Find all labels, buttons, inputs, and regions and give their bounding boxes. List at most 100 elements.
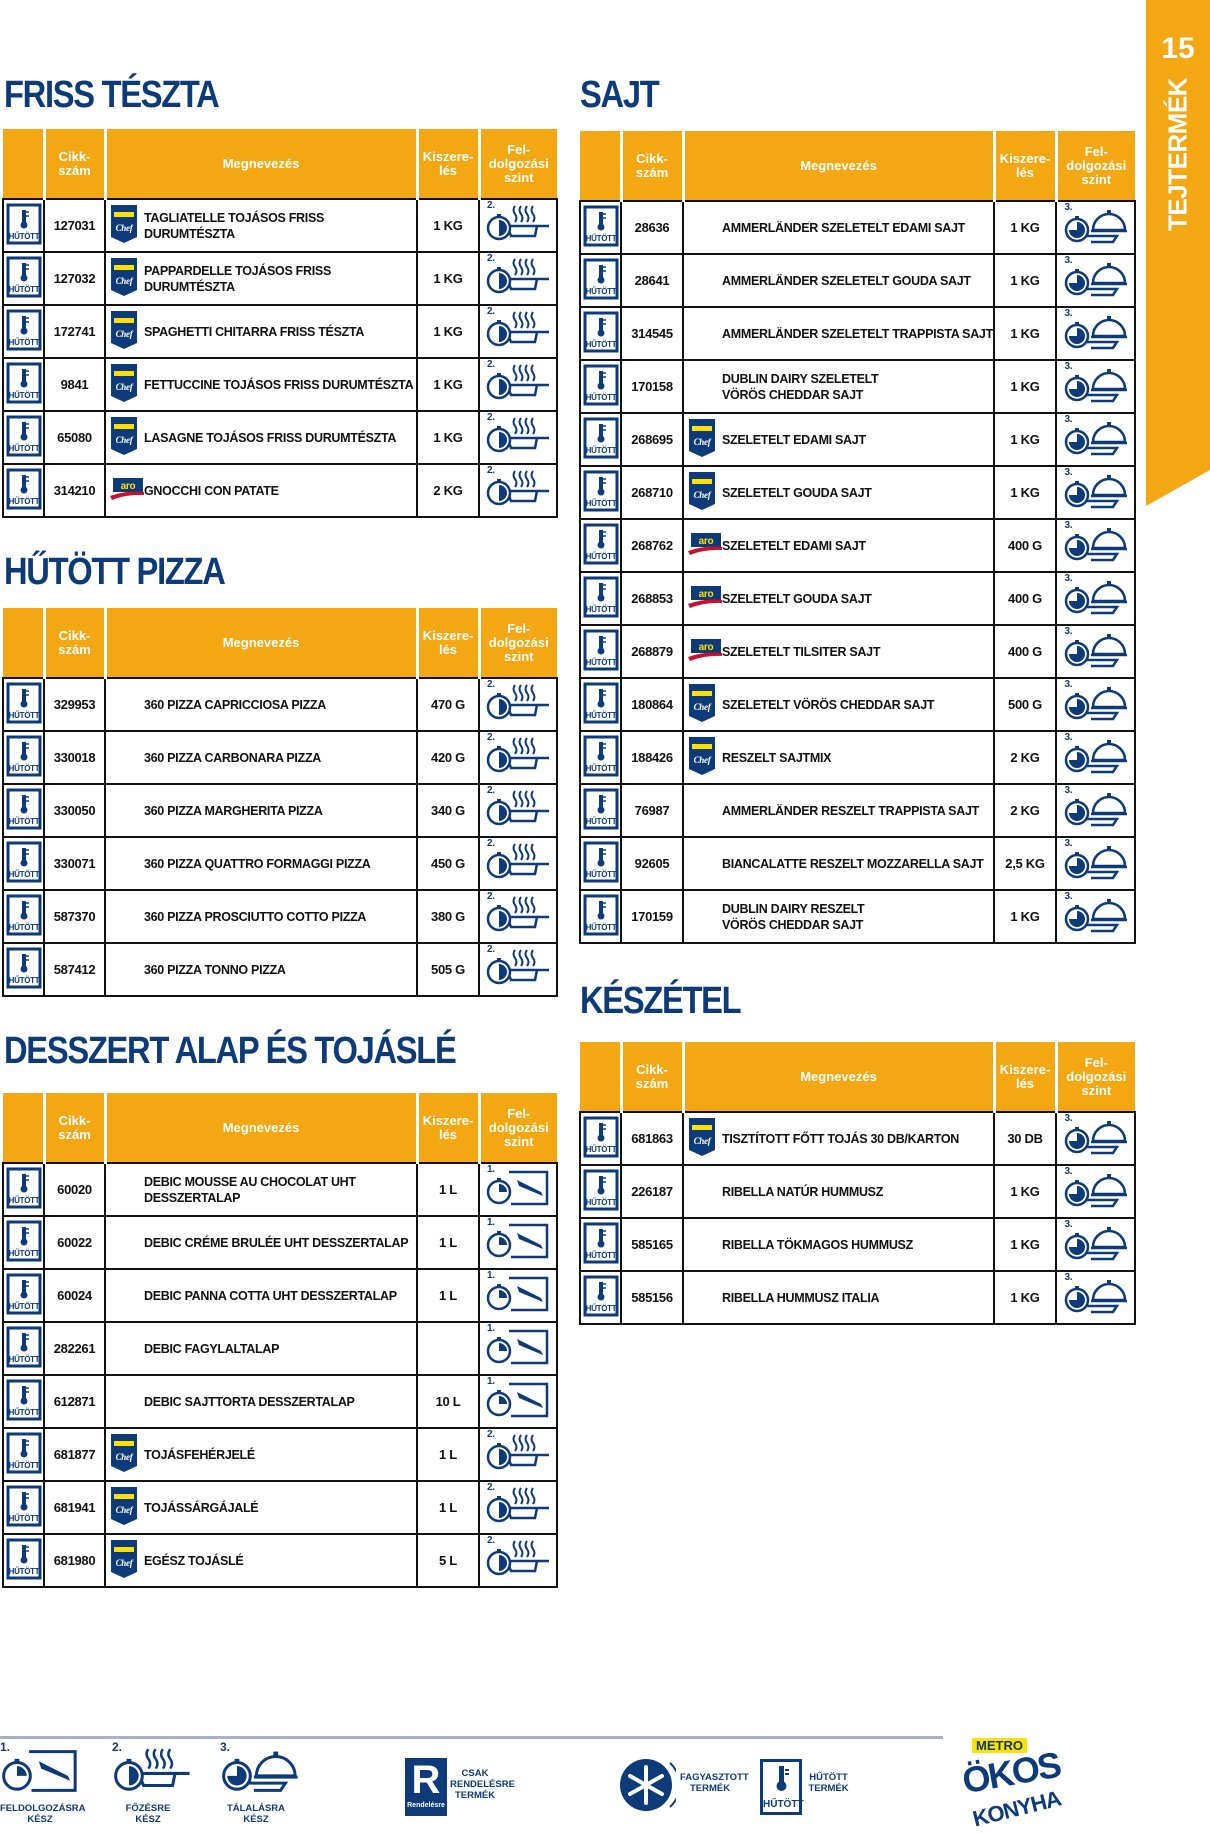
feldolgozasi-szint-cell: 3.	[1055, 730, 1136, 785]
hutott-icon: HŰTÖTT	[583, 576, 619, 621]
storage-cell: HŰTÖTT	[579, 412, 622, 467]
feldolgozasi-szint-cell: 3.	[1055, 1270, 1136, 1325]
svg-text:aro: aro	[121, 481, 136, 492]
kiszereles: 450 G	[416, 836, 480, 891]
level-number: 2.	[487, 944, 495, 955]
aro-logo-icon: aro	[688, 582, 722, 616]
talalasra-kesz-icon: 3.	[1063, 202, 1129, 248]
svg-text:HŰTÖTT: HŰTÖTT	[585, 870, 616, 879]
product-name-cell: 360 PIZZA QUATTRO FORMAGGI PIZZA	[104, 836, 418, 891]
product-name-cell: 360 PIZZA PROSCIUTTO COTTO PIZZA	[104, 889, 418, 944]
level-number: 2.	[487, 732, 495, 743]
header-megnevezes: Megnevezés	[105, 1093, 419, 1163]
level-number: 2.	[487, 1429, 495, 1440]
hutott-icon: HŰTÖTT	[583, 523, 619, 568]
kiszereles: 1 KG	[993, 200, 1057, 255]
fozesre-kesz-icon: 2.	[485, 838, 551, 884]
storage-cell: HŰTÖTT	[579, 1270, 622, 1325]
storage-cell: HŰTÖTT	[579, 624, 622, 679]
table-row: HŰTÖTT 76987 AMMERLÄNDER RESZELT TRAPPISTA…	[579, 783, 1136, 838]
header-storage	[3, 1093, 46, 1163]
product-name-cell: RIBELLA NATÚR HUMMUSZ	[682, 1164, 995, 1219]
fozesre-kesz-icon: 2.	[485, 1535, 551, 1581]
talalasra-kesz-icon: 3.	[1063, 1166, 1129, 1212]
level-number: 3.	[1064, 732, 1073, 743]
level-number: 2.	[487, 1535, 495, 1546]
product-name-cell: Chef PAPPARDELLE TOJÁSOS FRISS DURUMTÉSZT…	[104, 251, 418, 306]
header-cikkszam: Cikk- szám	[44, 1093, 107, 1163]
kiszereles	[416, 1321, 480, 1376]
table-row: HŰTÖTT 268710 Chef SZELETELT GOUDA SAJT 1 KG…	[579, 465, 1136, 520]
hutott-icon-text: HŰTÖTT	[763, 1799, 804, 1810]
product-name-cell: DUBLIN DAIRY SZELETELT VÖRÖS CHEDDAR SAJ…	[682, 359, 995, 414]
svg-text:Chef: Chef	[116, 329, 134, 339]
feldolgozasi-szint-cell: 3.	[1055, 1111, 1136, 1166]
level-number: 3.	[1064, 308, 1073, 319]
svg-text:Chef: Chef	[116, 1505, 134, 1515]
feldolgozasra-kesz-icon: 1.	[485, 1217, 551, 1263]
snowflake-icon	[620, 1759, 676, 1811]
hutott-icon: HŰTÖTT	[583, 470, 619, 515]
talalasra-kesz-icon: 3.	[1063, 573, 1129, 619]
svg-text:HŰTÖTT: HŰTÖTT	[585, 764, 616, 773]
table-header: Cikk- szám Megnevezés Kiszere- lés Fel- dol…	[3, 1093, 557, 1163]
product-name: RESZELT SAJTMIX	[722, 750, 832, 765]
feldolgozasi-szint-cell: 3.	[1055, 412, 1136, 467]
cikkszam: 330071	[43, 836, 106, 891]
kiszereles: 380 G	[416, 889, 480, 944]
svg-text:HŰTÖTT: HŰTÖTT	[585, 711, 616, 720]
level-number: 3.	[1064, 202, 1073, 213]
table-row: HŰTÖTT 587370 360 PIZZA PROSCIUTTO COTTO P…	[2, 889, 558, 944]
talalasra-kesz-icon: 3.	[1063, 891, 1129, 937]
fozesre-kesz-icon: 2.	[485, 412, 551, 458]
hutott-icon: HŰTÖTT	[6, 415, 42, 460]
storage-cell: HŰTÖTT	[2, 1162, 45, 1217]
metro-chef-logo-icon: Chef	[110, 415, 138, 461]
storage-cell: HŰTÖTT	[579, 783, 622, 838]
storage-cell: HŰTÖTT	[2, 463, 45, 518]
table-row: HŰTÖTT 127032 Chef PAPPARDELLE TOJÁSOS FRIS…	[2, 251, 558, 306]
cikkszam: 92605	[620, 836, 684, 891]
fozesre-kesz-icon: 2.	[485, 200, 551, 246]
kiszereles: 1 KG	[993, 1164, 1057, 1219]
product-name-cell: aro GNOCCHI CON PATATE	[104, 463, 418, 518]
svg-text:HŰTÖTT: HŰTÖTT	[8, 1567, 39, 1576]
storage-cell: HŰTÖTT	[579, 359, 622, 414]
product-name: BIANCALATTE RESZELT MOZZARELLA SAJT	[722, 856, 984, 871]
kiszereles: 1 KG	[416, 251, 480, 306]
product-name: AMMERLÄNDER SZELETELT EDAMI SAJT	[722, 220, 965, 235]
cikkszam: 612871	[43, 1374, 106, 1429]
hutott-icon: HŰTÖTT	[583, 735, 619, 780]
product-name: AMMERLÄNDER RESZELT TRAPPISTA SAJT	[722, 803, 979, 818]
hutott-icon: HŰTÖTT	[6, 1485, 42, 1530]
table-row: HŰTÖTT 170158 DUBLIN DAIRY SZELETELT VÖRÖS…	[579, 359, 1136, 414]
product-name-cell: 360 PIZZA CAPRICCIOSA PIZZA	[104, 677, 418, 732]
hutott-icon: HŰTÖTT	[583, 364, 619, 409]
fozesre-kesz-icon: 2.	[485, 1482, 551, 1528]
svg-text:HŰTÖTT: HŰTÖTT	[585, 1145, 616, 1154]
product-name: AMMERLÄNDER SZELETELT TRAPPISTA SAJT	[722, 326, 993, 341]
product-name-cell: Chef FETTUCCINE TOJÁSOS FRISS DURUMTÉSZTA	[104, 357, 418, 412]
product-name: SZELETELT GOUDA SAJT	[722, 485, 872, 500]
hutott-icon: HŰTÖTT	[6, 362, 42, 407]
kiszereles: 2 KG	[993, 730, 1057, 785]
talalasra-kesz-icon: 3.	[1063, 626, 1129, 672]
talalasra-kesz-icon: 3.	[1063, 732, 1129, 778]
table-desszert: Cikk- szám Megnevezés Kiszere- lés Fel- dol…	[2, 1093, 558, 1588]
svg-text:HŰTÖTT: HŰTÖTT	[8, 870, 39, 879]
kiszereles: 1 KG	[416, 304, 480, 359]
feldolgozasi-szint-cell: 3.	[1055, 889, 1136, 944]
talalasra-kesz-icon: 3.	[1063, 255, 1129, 301]
storage-cell: HŰTÖTT	[2, 1533, 45, 1588]
product-name: TOJÁSFEHÉRJELÉ	[144, 1447, 255, 1462]
feldolgozasi-szint-cell: 2.	[478, 730, 558, 785]
product-name-cell: RIBELLA HUMMUSZ ITALIA	[682, 1270, 995, 1325]
product-name-cell: Chef SZELETELT VÖRÖS CHEDDAR SAJT	[682, 677, 995, 732]
product-name: FETTUCCINE TOJÁSOS FRISS DURUMTÉSZTA	[144, 377, 414, 392]
product-name: DEBIC PANNA COTTA UHT DESSZERTALAP	[144, 1288, 397, 1303]
metro-chef-logo-icon: Chef	[688, 470, 716, 516]
storage-cell: HŰTÖTT	[2, 889, 45, 944]
product-name: TOJÁSSÁRGÁJALÉ	[144, 1500, 259, 1515]
product-name-cell: Chef TISZTÍTOTT FŐTT TOJÁS 30 DB/KARTON	[682, 1111, 995, 1166]
table-header: Cikk- szám Megnevezés Kiszere- lés Fel- dol…	[580, 1042, 1135, 1112]
